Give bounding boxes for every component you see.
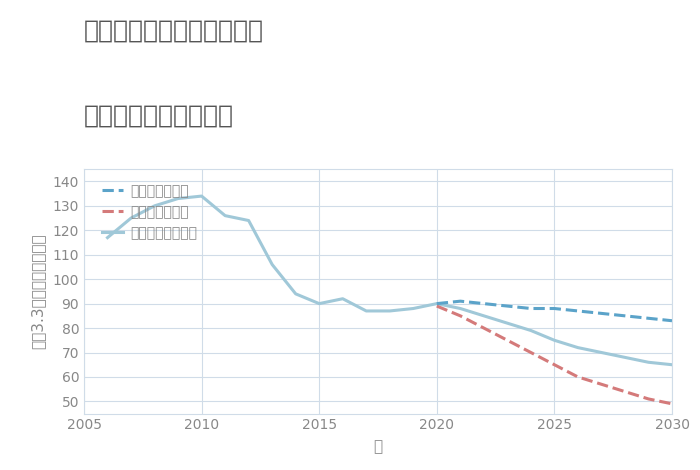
バッドシナリオ	[550, 362, 559, 368]
ノーマルシナリオ	[315, 301, 323, 306]
ノーマルシナリオ	[197, 193, 206, 199]
ノーマルシナリオ	[644, 360, 652, 365]
Line: グッドシナリオ: グッドシナリオ	[437, 301, 672, 321]
ノーマルシナリオ	[480, 313, 488, 319]
ノーマルシナリオ	[339, 296, 347, 302]
バッドシナリオ	[621, 389, 629, 394]
ノーマルシナリオ	[456, 306, 465, 311]
ノーマルシナリオ	[526, 328, 535, 333]
ノーマルシナリオ	[503, 321, 512, 326]
ノーマルシナリオ	[150, 203, 159, 209]
バッドシナリオ	[456, 313, 465, 319]
ノーマルシナリオ	[104, 235, 112, 241]
ノーマルシナリオ	[291, 291, 300, 297]
グッドシナリオ	[526, 306, 535, 311]
グッドシナリオ	[644, 315, 652, 321]
ノーマルシナリオ	[597, 350, 606, 355]
Line: バッドシナリオ: バッドシナリオ	[437, 306, 672, 404]
ノーマルシナリオ	[268, 262, 277, 267]
バッドシナリオ	[480, 325, 488, 331]
ノーマルシナリオ	[621, 354, 629, 360]
バッドシナリオ	[668, 401, 676, 407]
ノーマルシナリオ	[409, 306, 417, 311]
グッドシナリオ	[597, 311, 606, 316]
ノーマルシナリオ	[574, 345, 582, 351]
ノーマルシナリオ	[127, 215, 135, 221]
Line: ノーマルシナリオ: ノーマルシナリオ	[108, 196, 672, 365]
グッドシナリオ	[480, 301, 488, 306]
Y-axis label: 坪（3.3㎡）単価（万円）: 坪（3.3㎡）単価（万円）	[31, 234, 46, 349]
ノーマルシナリオ	[550, 337, 559, 343]
ノーマルシナリオ	[386, 308, 394, 314]
バッドシナリオ	[433, 303, 441, 309]
Legend: グッドシナリオ, バッドシナリオ, ノーマルシナリオ: グッドシナリオ, バッドシナリオ, ノーマルシナリオ	[97, 179, 203, 246]
ノーマルシナリオ	[221, 213, 230, 219]
グッドシナリオ	[433, 301, 441, 306]
グッドシナリオ	[503, 303, 512, 309]
ノーマルシナリオ	[244, 218, 253, 223]
グッドシナリオ	[621, 313, 629, 319]
ノーマルシナリオ	[174, 196, 182, 201]
バッドシナリオ	[526, 350, 535, 355]
バッドシナリオ	[574, 374, 582, 380]
グッドシナリオ	[550, 306, 559, 311]
ノーマルシナリオ	[668, 362, 676, 368]
Text: 中古戸建ての価格推移: 中古戸建ての価格推移	[84, 103, 234, 127]
グッドシナリオ	[456, 298, 465, 304]
バッドシナリオ	[597, 382, 606, 387]
バッドシナリオ	[644, 396, 652, 402]
グッドシナリオ	[668, 318, 676, 323]
X-axis label: 年: 年	[373, 439, 383, 454]
ノーマルシナリオ	[433, 301, 441, 306]
バッドシナリオ	[503, 337, 512, 343]
グッドシナリオ	[574, 308, 582, 314]
ノーマルシナリオ	[362, 308, 370, 314]
Text: 兵庫県豊岡市出石町桐野の: 兵庫県豊岡市出石町桐野の	[84, 19, 264, 43]
